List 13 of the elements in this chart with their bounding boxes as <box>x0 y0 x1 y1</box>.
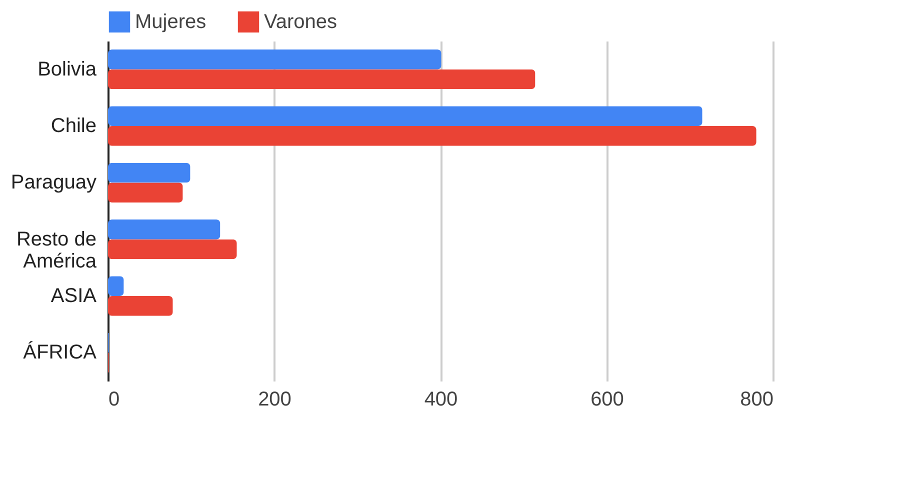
y-tick-label: Chile <box>50 115 96 137</box>
y-tick-label: ASIA <box>50 285 98 307</box>
y-tick-label: Resto de América <box>16 228 98 272</box>
legend-label: Varones <box>264 10 338 33</box>
y-tick-label: Bolivia <box>38 58 98 80</box>
x-tick-label: 0 <box>108 388 120 410</box>
y-tick-label: Paraguay <box>10 172 96 194</box>
x-tick-label: 400 <box>424 388 458 410</box>
y-tick-label: ÁFRICA <box>23 340 98 364</box>
x-tick-label: 200 <box>258 388 292 410</box>
legend-label: Mujeres <box>135 10 206 33</box>
x-tick-label: 600 <box>590 388 624 410</box>
x-tick-label: 800 <box>740 388 774 410</box>
